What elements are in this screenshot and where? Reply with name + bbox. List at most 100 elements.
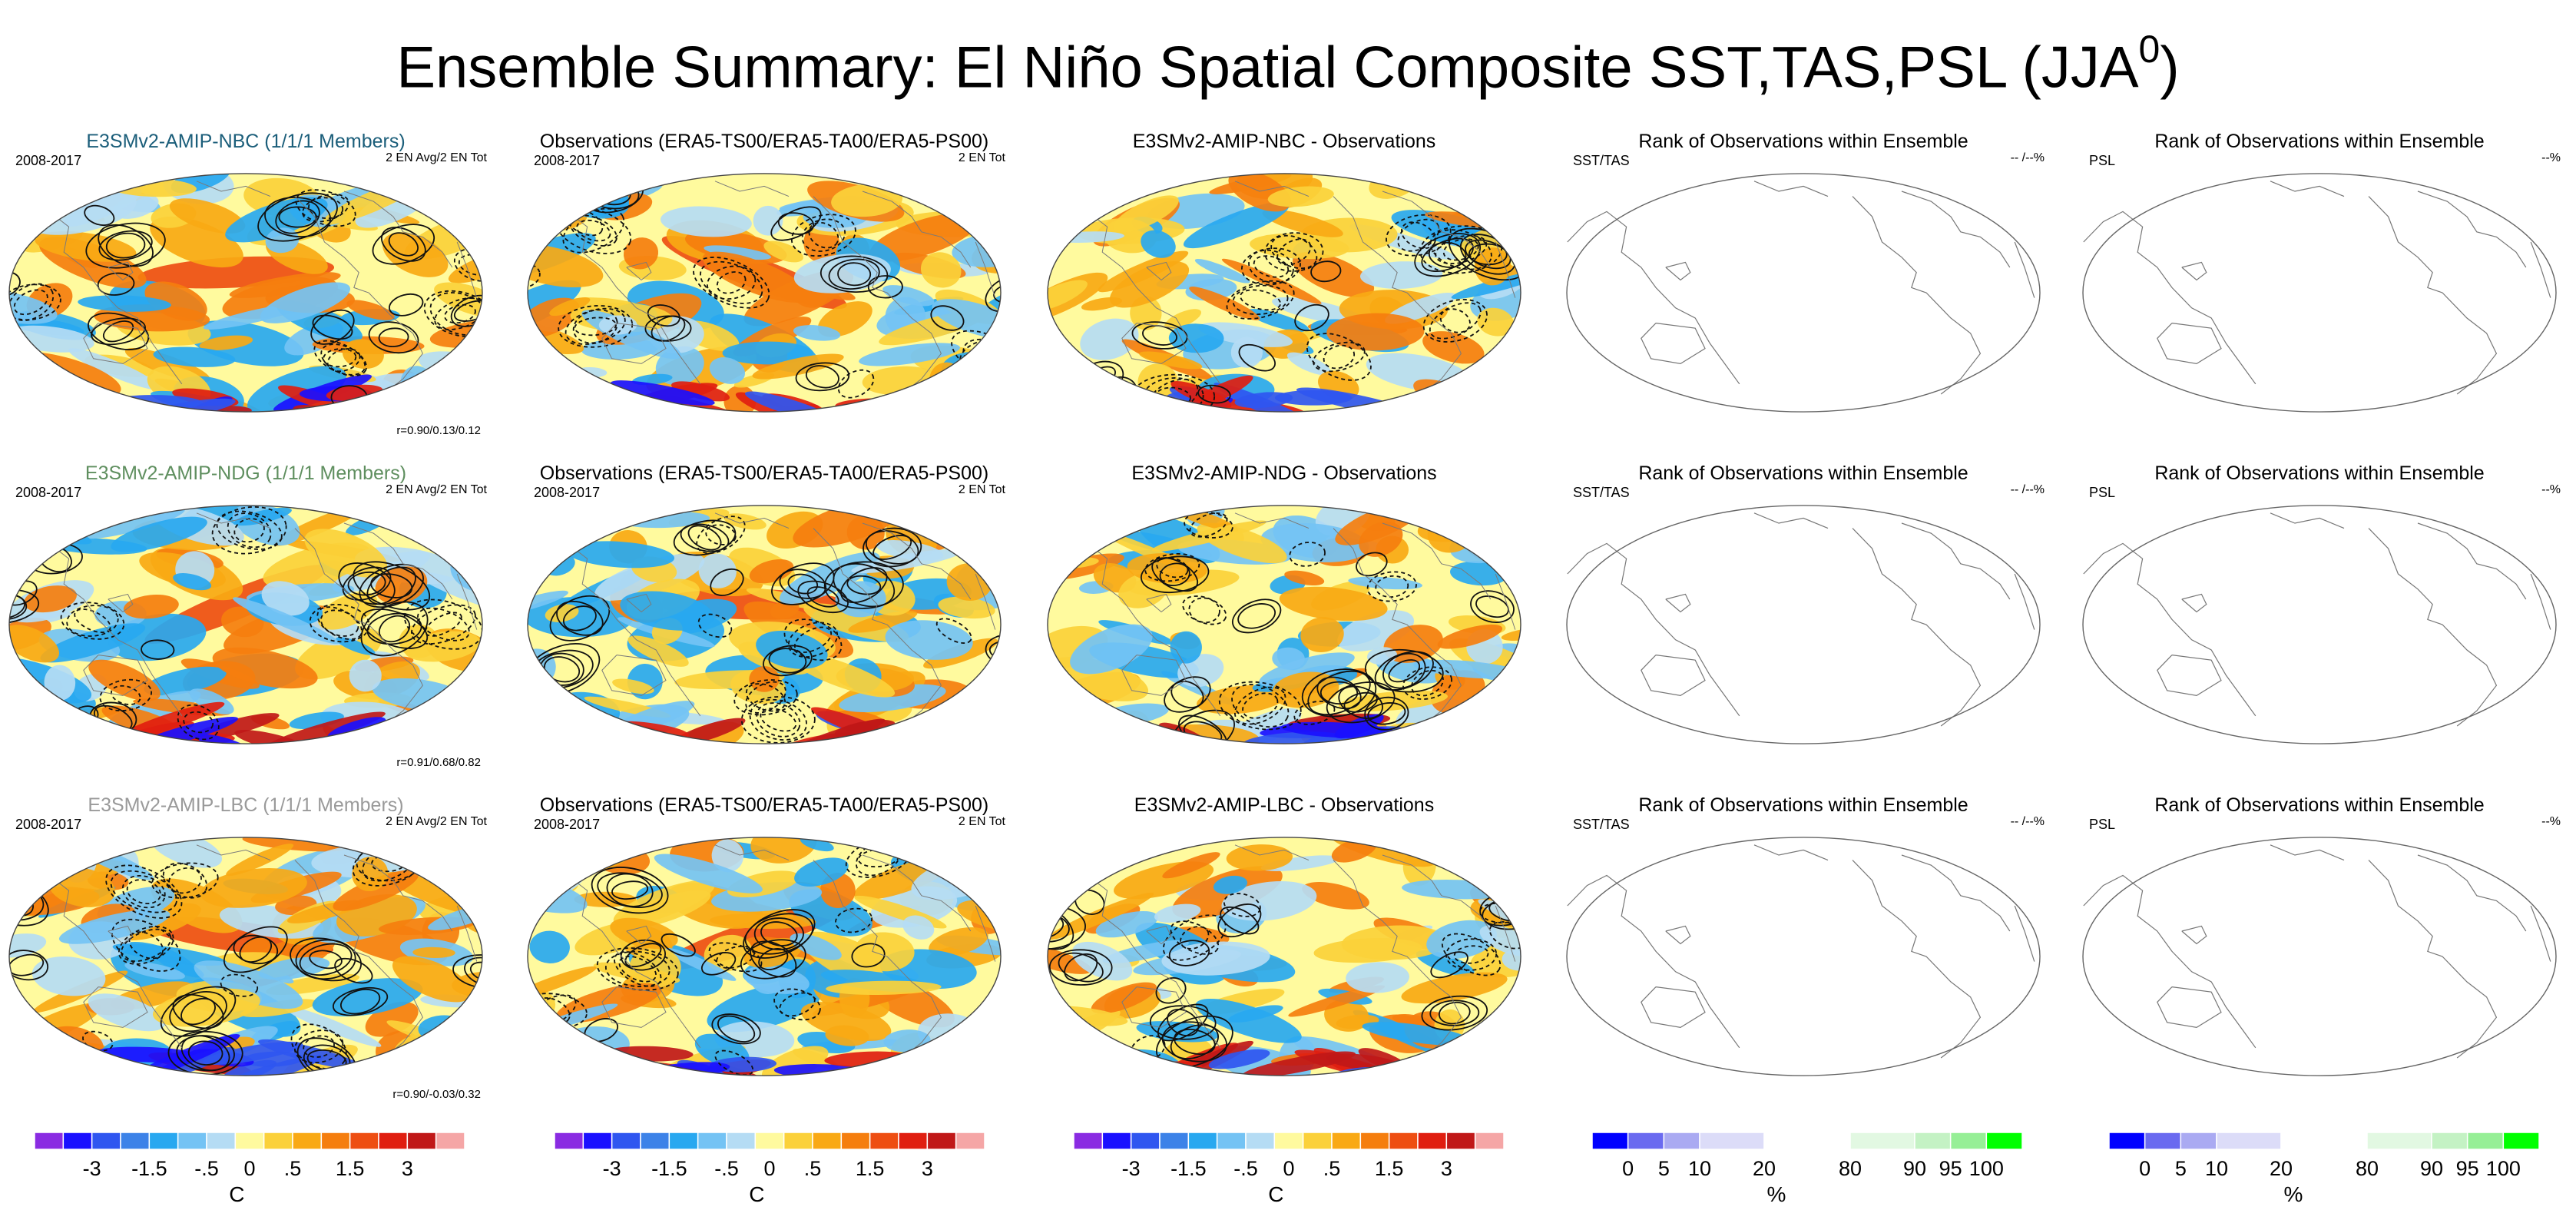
colorbar-tick-label: 1.5 xyxy=(1375,1157,1404,1180)
panel-title: E3SMv2-AMIP-NBC (1/1/1 Members) xyxy=(86,131,406,152)
panel-title: E3SMv2-AMIP-LBC - Observations xyxy=(1134,794,1435,816)
colorbar-swatch xyxy=(206,1132,237,1150)
percent-label: --% xyxy=(2541,483,2561,496)
variable-label: PSL xyxy=(2089,153,2116,168)
colorbar-swatch xyxy=(1074,1132,1104,1150)
climate-map xyxy=(8,173,483,413)
colorbar-swatch xyxy=(611,1132,641,1150)
rank-colorbar-4: 0 5 10 20 80 90 95 100% xyxy=(1592,1132,2053,1217)
colorbar-tick-label: -3 xyxy=(83,1157,101,1180)
colorbar-swatch xyxy=(378,1132,409,1150)
colorbar-swatch xyxy=(406,1132,437,1150)
colorbar-tick-label: 90 xyxy=(2420,1157,2443,1180)
rank-map xyxy=(2082,505,2557,744)
colorbar-swatch xyxy=(1359,1132,1390,1150)
correlation-label: r=0.90/-0.03/0.32 xyxy=(392,1088,481,1101)
rank-map xyxy=(2082,173,2557,413)
colorbar-tick-label: 80 xyxy=(2356,1157,2379,1180)
colorbar-tick-label: 10 xyxy=(1688,1157,1711,1180)
colorbar-swatch xyxy=(292,1132,323,1150)
colorbar-swatch xyxy=(1130,1132,1161,1150)
climate-map xyxy=(8,837,483,1076)
colorbar-tick-label: 5 xyxy=(1658,1157,1670,1180)
percent-label: -- /--% xyxy=(2010,483,2045,496)
colorbar-tick-label: 20 xyxy=(2270,1157,2293,1180)
colorbar-tick-label: 3 xyxy=(1441,1157,1452,1180)
colorbar-tick-label: .5 xyxy=(1323,1157,1341,1180)
panel-title: Observations (ERA5-TS00/ERA5-TA00/ERA5-P… xyxy=(539,462,989,484)
colorbar-swatch xyxy=(435,1132,465,1150)
colorbar-tick-label: 0 xyxy=(763,1157,775,1180)
colorbar-swatch xyxy=(148,1132,179,1150)
colorbar-unit: % xyxy=(1767,1182,1786,1206)
temperature-colorbar-2: -3 -1.5 -.5 0 .5 1.5 3 C xyxy=(555,1132,1015,1217)
colorbar-swatch xyxy=(2144,1132,2182,1150)
event-count-label: 2 EN Avg/2 EN Tot xyxy=(386,815,487,828)
colorbar-swatch xyxy=(2366,1132,2432,1150)
colorbar-tick-label: .5 xyxy=(804,1157,822,1180)
colorbar-swatch xyxy=(263,1132,293,1150)
colorbar-swatch xyxy=(640,1132,670,1150)
colorbar-swatch xyxy=(91,1132,121,1150)
colorbar-tick-label: 100 xyxy=(1969,1157,2004,1180)
colorbar-tick-label: 90 xyxy=(1903,1157,1926,1180)
colorbar-tick-label: 3 xyxy=(402,1157,413,1180)
colorbar-tick-label: -1.5 xyxy=(651,1157,687,1180)
percent-label: -- /--% xyxy=(2010,151,2045,164)
colorbar-swatch xyxy=(1216,1132,1247,1150)
panel-model-row2: E3SMv2-AMIP-NDG (1/1/1 Members) 2008-2017… xyxy=(0,461,492,791)
period-label: 2008-2017 xyxy=(534,817,601,832)
colorbar-tick-label: 95 xyxy=(1939,1157,1962,1180)
event-count-label: 2 EN Avg/2 EN Tot xyxy=(386,483,487,496)
colorbar-tick-label: 0 xyxy=(2139,1157,2151,1180)
colorbar-swatch xyxy=(2109,1132,2146,1150)
panel-title: E3SMv2-AMIP-LBC (1/1/1 Members) xyxy=(88,794,404,816)
climate-map xyxy=(527,505,1002,744)
period-label: 2008-2017 xyxy=(534,153,601,168)
percent-label: --% xyxy=(2541,151,2561,164)
period-label: 2008-2017 xyxy=(534,485,601,500)
panel-title: E3SMv2-AMIP-NDG - Observations xyxy=(1131,462,1437,484)
colorbar-swatch xyxy=(1763,1132,1851,1150)
variable-label: PSL xyxy=(2089,817,2116,832)
colorbar-swatch xyxy=(1273,1132,1304,1150)
colorbar-swatch xyxy=(2466,1132,2505,1150)
colorbar-tick-label: 3 xyxy=(922,1157,933,1180)
variable-label: SST/TAS xyxy=(1573,153,1630,168)
colorbar-tick-label: -1.5 xyxy=(1170,1157,1207,1180)
panel-rank1-row2: Rank of Observations within Ensemble SST/… xyxy=(1558,461,2049,791)
colorbar-tick-label: 1.5 xyxy=(336,1157,365,1180)
variable-label: SST/TAS xyxy=(1573,485,1630,500)
colorbar-tick-label: -3 xyxy=(603,1157,621,1180)
event-count-label: 2 EN Tot xyxy=(958,151,1005,164)
panel-title: Observations (ERA5-TS00/ERA5-TA00/ERA5-P… xyxy=(539,794,989,816)
event-count-label: 2 EN Tot xyxy=(958,815,1005,828)
panel-obs-row3: Observations (ERA5-TS00/ERA5-TA00/ERA5-P… xyxy=(518,793,1010,1123)
colorbar-swatch xyxy=(869,1132,899,1150)
period-label: 2008-2017 xyxy=(15,153,82,168)
colorbar-swatch xyxy=(1388,1132,1419,1150)
colorbar-swatch xyxy=(1331,1132,1362,1150)
panel-title: Rank of Observations within Ensemble xyxy=(1638,794,1968,816)
panel-model-row3: E3SMv2-AMIP-LBC (1/1/1 Members) 2008-2017… xyxy=(0,793,492,1123)
temperature-colorbar-1: -3 -1.5 -.5 0 .5 1.5 3 C xyxy=(35,1132,495,1217)
colorbar-swatch xyxy=(955,1132,985,1150)
colorbar-tick-label: 20 xyxy=(1753,1157,1776,1180)
panel-title: E3SMv2-AMIP-NDG (1/1/1 Members) xyxy=(84,462,407,484)
panel-title: E3SMv2-AMIP-NBC - Observations xyxy=(1132,131,1436,152)
colorbar-swatch xyxy=(1187,1132,1218,1150)
colorbar-tick-label: -.5 xyxy=(194,1157,219,1180)
colorbar-tick-label: -.5 xyxy=(1233,1157,1258,1180)
colorbar-swatch xyxy=(812,1132,843,1150)
panel-obs-row2: Observations (ERA5-TS00/ERA5-TA00/ERA5-P… xyxy=(518,461,1010,791)
colorbar-swatch xyxy=(320,1132,351,1150)
colorbar-tick-label: 10 xyxy=(2205,1157,2228,1180)
rank-map xyxy=(1566,173,2041,413)
colorbar-swatch xyxy=(555,1132,584,1150)
percent-label: --% xyxy=(2541,815,2561,828)
panel-model-row1: E3SMv2-AMIP-NBC (1/1/1 Members) 2008-2017… xyxy=(0,129,492,459)
colorbar-tick-label: -1.5 xyxy=(131,1157,167,1180)
rank-colorbar-5: 0 5 10 20 80 90 95 100% xyxy=(2109,1132,2570,1217)
colorbar-tick-label: .5 xyxy=(284,1157,302,1180)
colorbar-tick-label: 100 xyxy=(2486,1157,2521,1180)
